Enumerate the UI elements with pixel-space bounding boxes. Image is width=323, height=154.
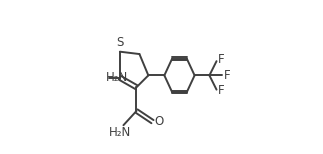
Text: H₂N: H₂N [109, 126, 131, 139]
Text: F: F [218, 84, 224, 97]
Text: S: S [116, 36, 124, 49]
Text: F: F [218, 53, 224, 67]
Text: O: O [155, 115, 164, 128]
Text: H₂N: H₂N [106, 71, 129, 84]
Text: F: F [224, 69, 230, 82]
